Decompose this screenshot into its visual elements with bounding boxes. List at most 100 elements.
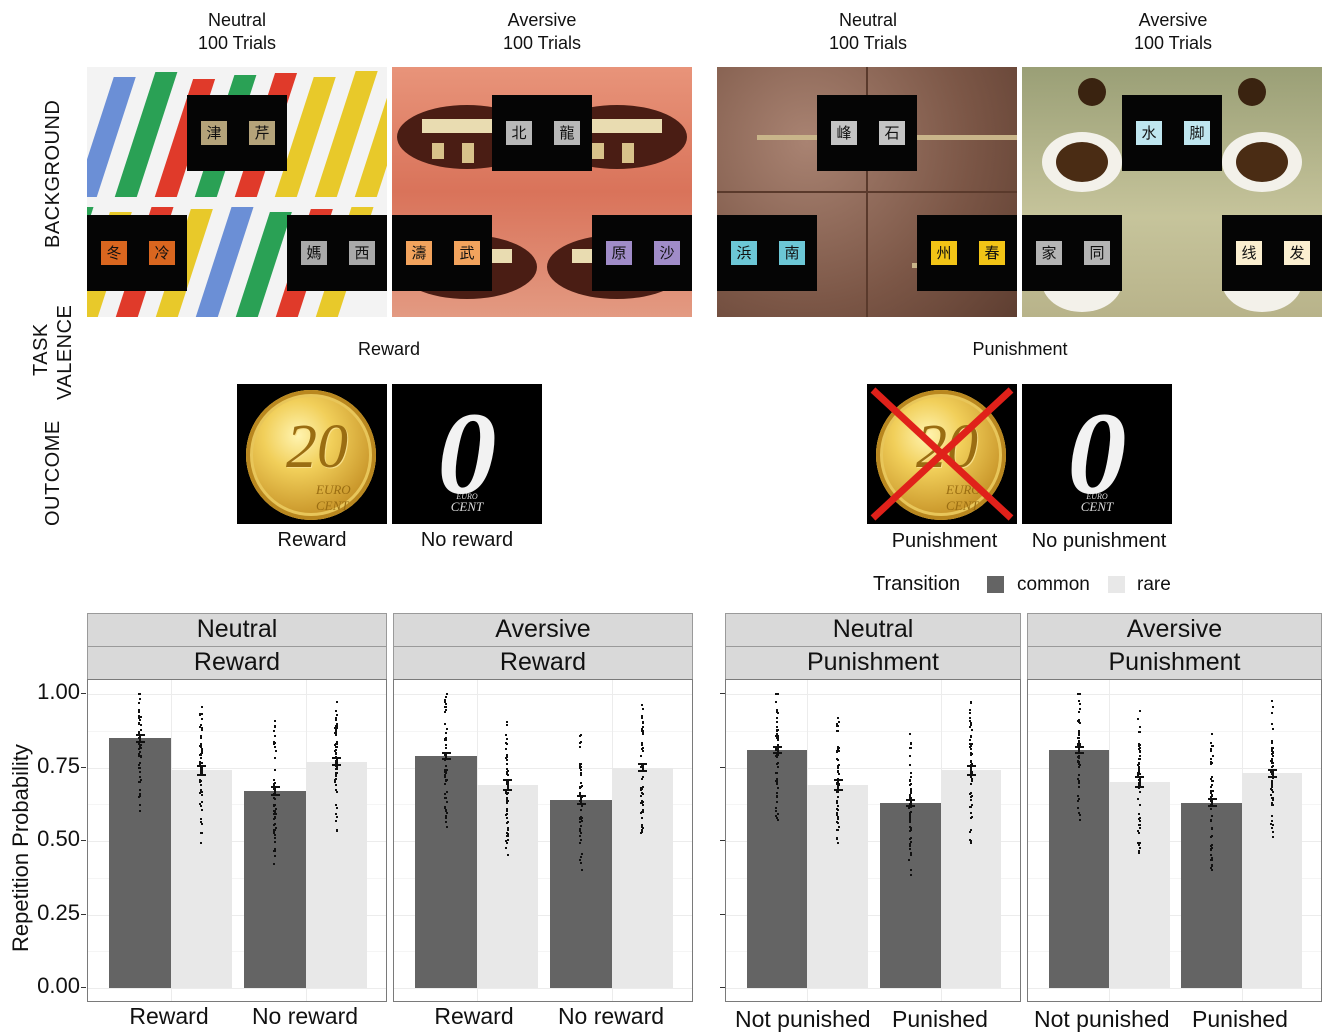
x-tick-label: Not punished: [1034, 1006, 1170, 1032]
participant-dot: [505, 847, 508, 850]
participant-dot: [1137, 830, 1140, 833]
participant-dot: [1210, 844, 1213, 847]
participant-dot: [775, 693, 778, 695]
participant-dot: [1210, 814, 1213, 817]
participant-dot: [1210, 790, 1213, 793]
participant-dot: [199, 757, 202, 760]
participant-dot: [970, 748, 973, 751]
participant-dot: [909, 826, 912, 829]
participant-dot: [199, 805, 202, 808]
participant-dot: [1139, 804, 1142, 807]
participant-dot: [836, 807, 839, 810]
participant-dot: [444, 737, 447, 740]
participant-dot: [1077, 760, 1080, 763]
participant-dot: [1211, 794, 1214, 797]
symbol-card: 春: [979, 241, 1005, 265]
valence-label-reward: Reward: [357, 339, 421, 359]
participant-dot: [274, 720, 277, 723]
y-tick-label: 0.50: [37, 826, 80, 851]
gridline: [88, 694, 386, 695]
participant-dot: [640, 795, 643, 798]
error-bar: [837, 780, 840, 790]
participant-dot: [1209, 748, 1212, 751]
participant-dot: [1211, 755, 1214, 758]
error-bar: [200, 766, 203, 775]
participant-dot: [273, 779, 276, 781]
participant-dot: [1272, 777, 1275, 780]
participant-dot: [776, 720, 779, 723]
participant-dot: [1210, 762, 1213, 765]
participant-dot: [444, 710, 447, 713]
participant-dot: [199, 788, 202, 791]
participant-dot: [1271, 752, 1274, 755]
participant-dot: [776, 737, 779, 740]
participant-dot: [837, 764, 840, 767]
participant-dot: [1078, 819, 1081, 822]
outcome-no-punishment-image: 0 EURO CENT: [1022, 384, 1172, 524]
participant-dot: [1078, 708, 1081, 711]
participant-dot: [775, 815, 778, 818]
participant-dot: [775, 700, 778, 703]
participant-dot: [138, 693, 141, 695]
participant-dot: [273, 804, 275, 807]
error-bar-cap: [1207, 805, 1217, 808]
participant-dot: [1077, 744, 1080, 747]
row-label-background: BACKGROUND: [42, 99, 64, 248]
error-bar-cap: [270, 785, 280, 788]
y-tick-mark: [81, 693, 86, 694]
participant-dot: [200, 761, 203, 764]
participant-dot: [578, 818, 581, 821]
error-bar-cap: [1268, 768, 1278, 771]
participant-dot: [334, 750, 337, 753]
participant-dot: [1138, 843, 1141, 846]
participant-dot: [1078, 764, 1081, 767]
participant-dot: [138, 708, 141, 711]
error-bar-cap: [638, 770, 648, 773]
participant-dot: [969, 754, 972, 757]
participant-dot: [1270, 793, 1273, 796]
participant-dot: [1078, 742, 1081, 745]
participant-dot: [1077, 699, 1080, 702]
participant-dot: [909, 775, 912, 778]
participant-dot: [445, 817, 448, 820]
participant-dot: [445, 738, 448, 741]
participant-dot: [580, 781, 583, 784]
participant-dot: [272, 786, 275, 789]
participant-dot: [1139, 790, 1142, 793]
participant-dot: [1209, 796, 1212, 799]
participant-dot: [1209, 804, 1212, 807]
participant-dot: [1271, 758, 1274, 761]
participant-dot: [336, 746, 339, 749]
participant-dot: [775, 708, 778, 711]
participant-dot: [776, 812, 779, 815]
participant-dot: [334, 775, 337, 778]
participant-dot: [1210, 818, 1213, 821]
participant-dot: [274, 826, 277, 829]
participant-dot: [505, 772, 508, 775]
participant-dot: [444, 769, 447, 772]
error-bar-cap: [576, 802, 586, 805]
y-tick-label: 0.00: [37, 973, 80, 998]
participant-dot: [505, 724, 508, 727]
participant-dot: [334, 813, 337, 816]
participant-dot: [200, 831, 203, 834]
bar-rare: [940, 770, 1002, 988]
gridline: [726, 730, 1020, 732]
participant-dot: [909, 830, 912, 833]
condition-label: Aversive: [1138, 10, 1208, 30]
participant-dot: [335, 828, 338, 831]
participant-dot: [273, 813, 275, 816]
participant-dot: [640, 823, 643, 826]
participant-dot: [334, 752, 337, 755]
participant-dot: [139, 762, 142, 765]
y-tick-mark: [81, 987, 86, 988]
participant-dot: [335, 741, 338, 744]
participant-dot: [641, 785, 644, 788]
participant-dot: [443, 806, 446, 808]
legend-label-common: common: [1017, 574, 1090, 595]
participant-dot: [1272, 823, 1274, 826]
participant-dot: [836, 801, 839, 804]
participant-dot: [201, 752, 204, 754]
participant-dot: [335, 755, 338, 758]
participant-dot: [908, 814, 911, 817]
